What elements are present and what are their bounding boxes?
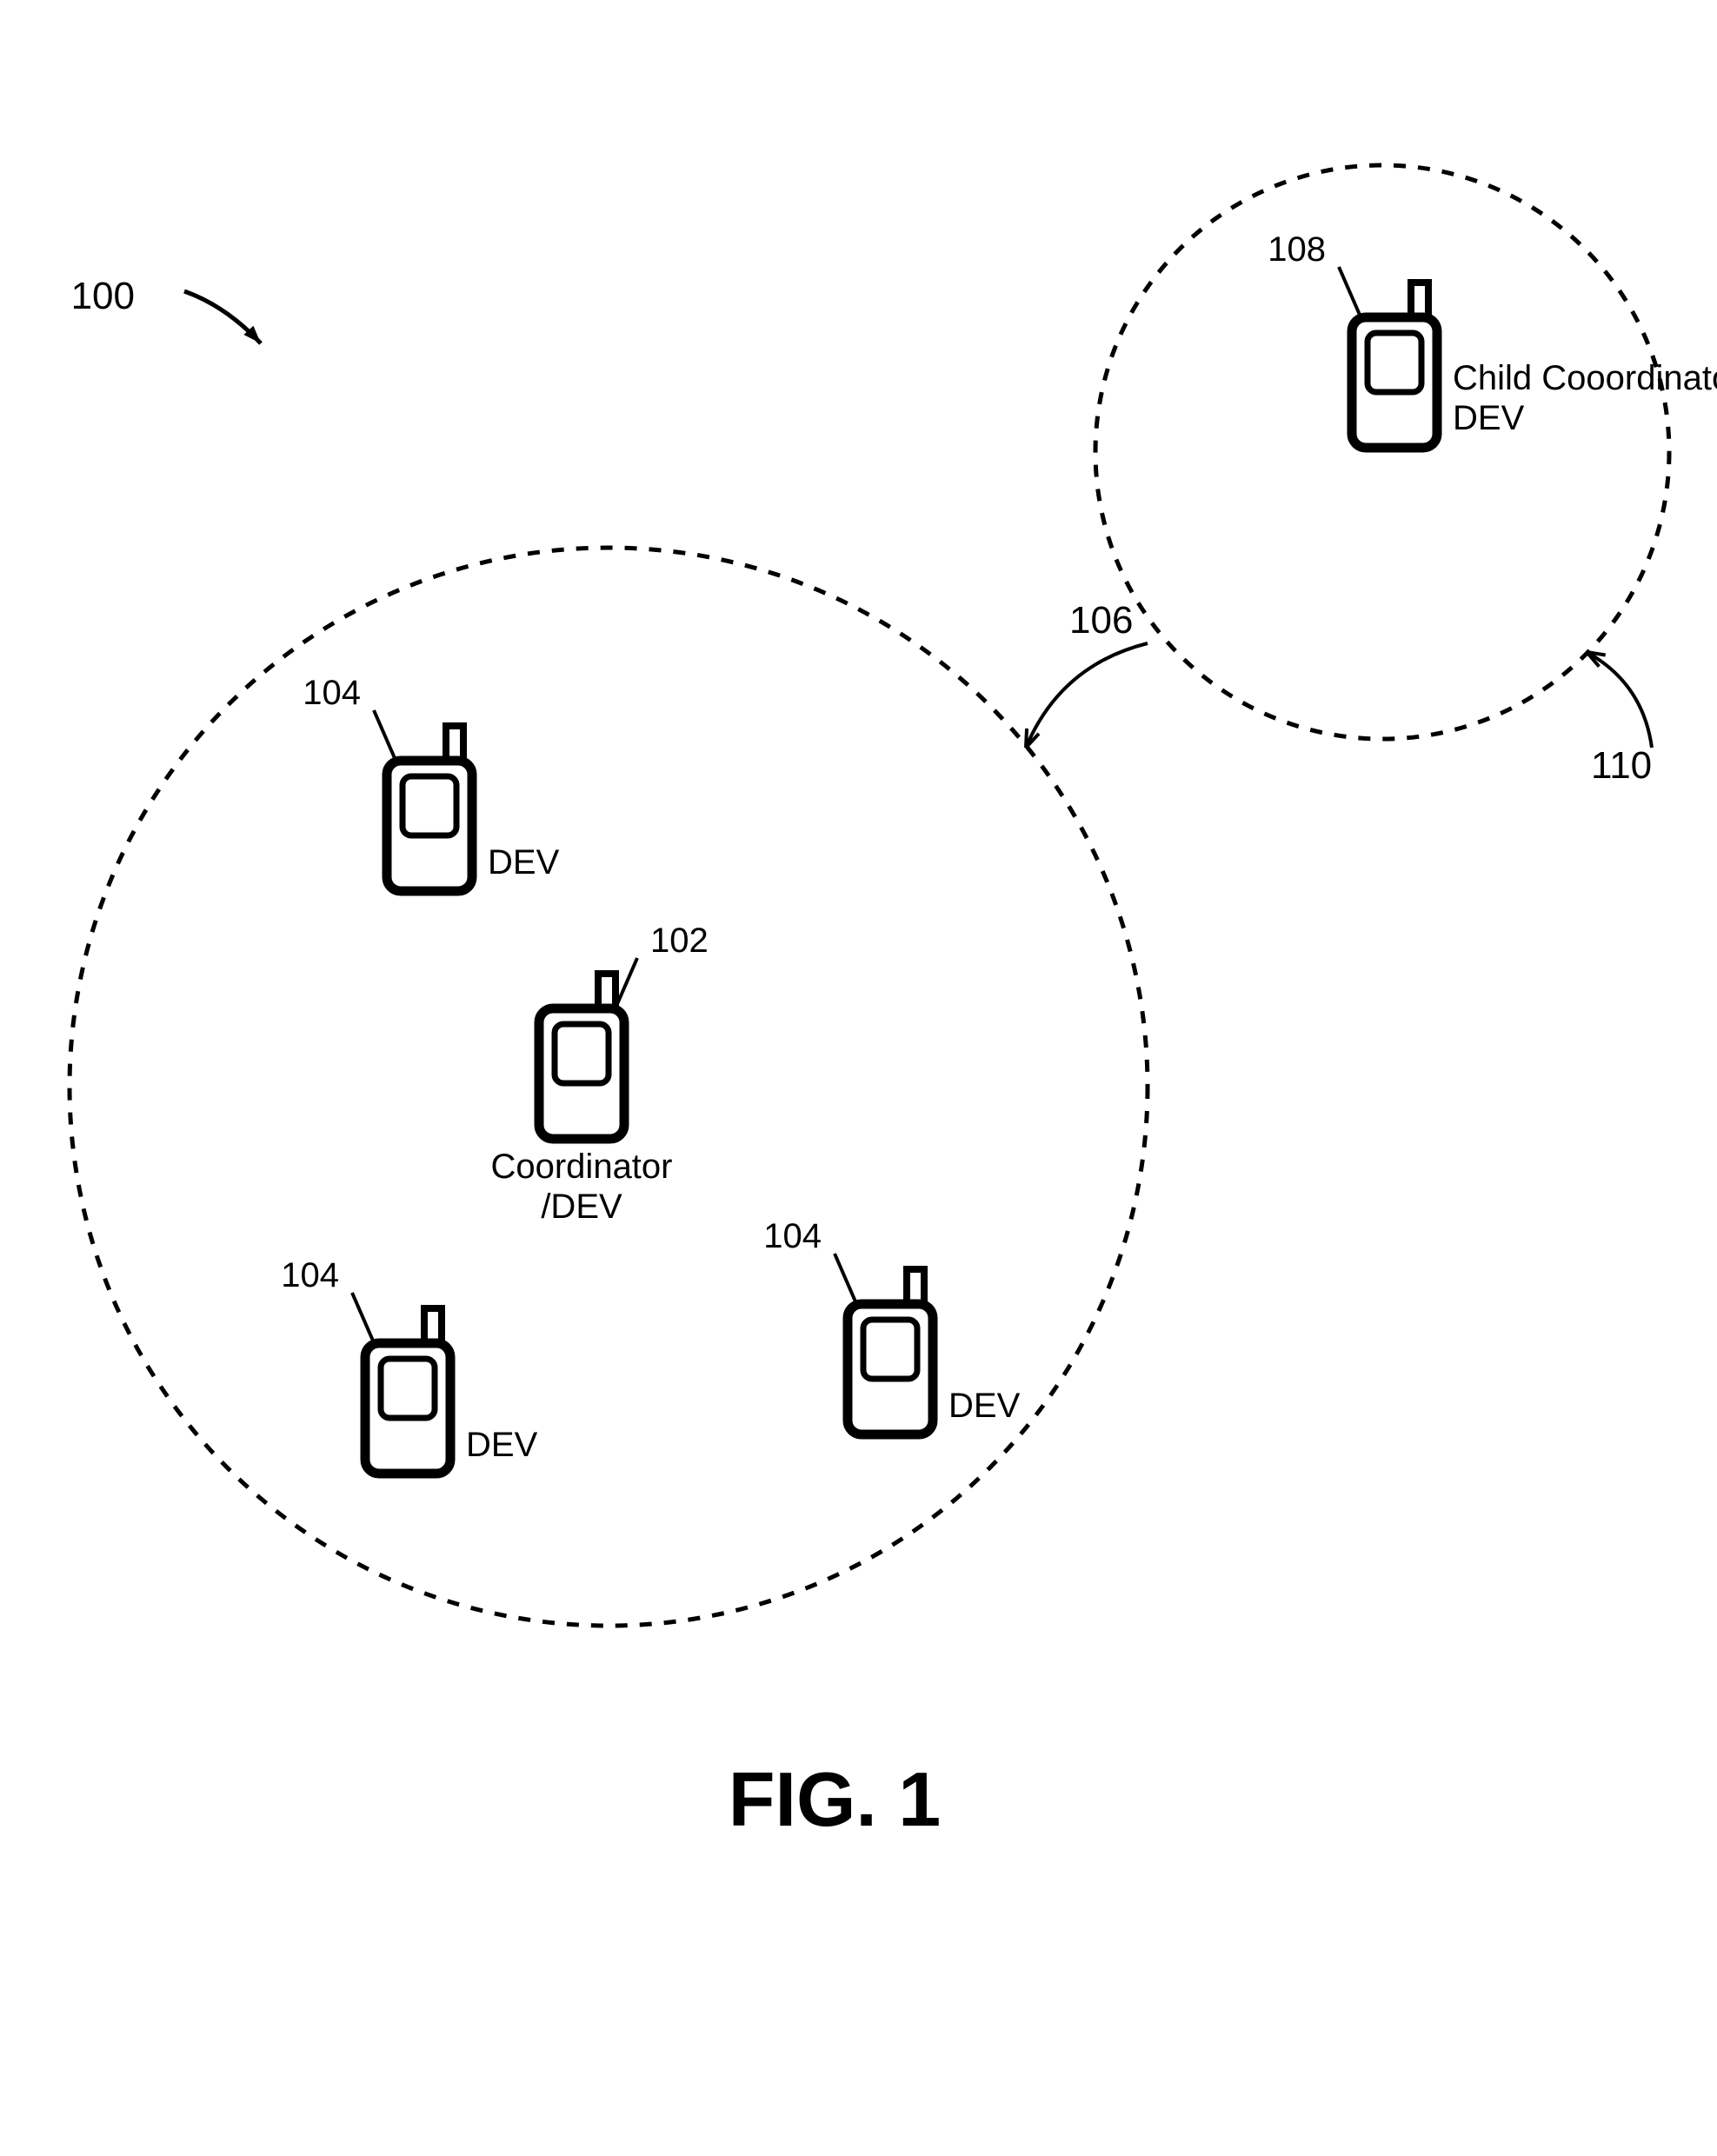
dev-104-bl-ref: 104 bbox=[281, 1256, 339, 1294]
ref-100-label: 100 bbox=[71, 275, 135, 317]
main-piconet-circle-ref-label: 106 bbox=[1069, 599, 1133, 642]
dev-104-br-screen bbox=[863, 1320, 917, 1379]
dev-104-bl: 104 DEV bbox=[281, 1256, 537, 1474]
coordinator-102: 102 Coordinator/DEV bbox=[490, 922, 708, 1226]
coordinator-102-label: Coordinator/DEV bbox=[490, 1148, 672, 1226]
dev-104-top-ref-leader bbox=[374, 710, 397, 764]
child-108-ref: 108 bbox=[1268, 230, 1326, 269]
dev-104-br-ref: 104 bbox=[763, 1217, 822, 1255]
coordinator-102-ref: 102 bbox=[650, 922, 709, 960]
dev-104-top-screen bbox=[403, 776, 456, 835]
child-108: 108 Child Cooordinator/DEV bbox=[1268, 230, 1717, 448]
dev-104-bl-screen bbox=[381, 1359, 435, 1418]
dev-104-top-label: DEV bbox=[488, 843, 560, 882]
child-piconet-circle-leader bbox=[1587, 652, 1652, 748]
dev-104-top-ref: 104 bbox=[303, 674, 361, 712]
coordinator-102-screen bbox=[555, 1024, 609, 1083]
dev-104-br-label: DEV bbox=[948, 1387, 1021, 1425]
dev-104-bl-label: DEV bbox=[466, 1426, 538, 1464]
child-108-ref-leader bbox=[1339, 267, 1362, 321]
child-108-screen bbox=[1368, 333, 1421, 392]
main-piconet-circle-leader bbox=[1026, 643, 1148, 748]
dev-104-br: 104 DEV bbox=[763, 1217, 1020, 1434]
child-108-label: Child Cooordinator/DEV bbox=[1453, 359, 1717, 437]
dev-104-top: 104 DEV bbox=[303, 674, 559, 891]
dev-104-br-ref-leader bbox=[835, 1254, 858, 1308]
dev-104-bl-ref-leader bbox=[352, 1293, 376, 1347]
child-piconet-circle-ref-label: 110 bbox=[1591, 744, 1652, 787]
figure-label: FIG. 1 bbox=[729, 1756, 942, 1842]
